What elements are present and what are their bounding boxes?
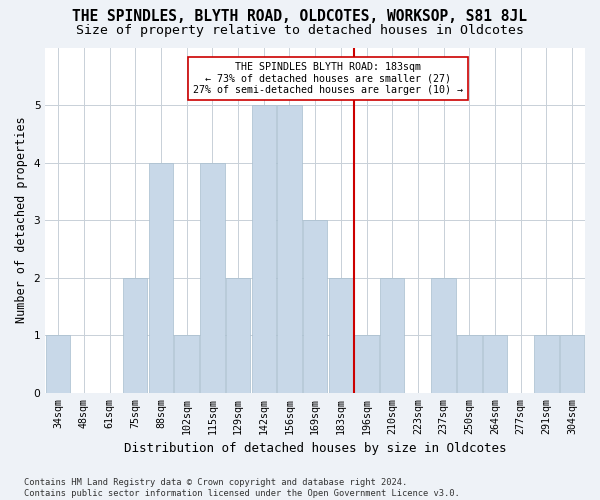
Bar: [303, 220, 328, 393]
Bar: [149, 162, 173, 393]
Bar: [175, 336, 199, 393]
Bar: [226, 278, 250, 393]
X-axis label: Distribution of detached houses by size in Oldcotes: Distribution of detached houses by size …: [124, 442, 506, 455]
Y-axis label: Number of detached properties: Number of detached properties: [15, 117, 28, 324]
Text: Contains HM Land Registry data © Crown copyright and database right 2024.
Contai: Contains HM Land Registry data © Crown c…: [24, 478, 460, 498]
Bar: [431, 278, 456, 393]
Bar: [46, 336, 70, 393]
Text: THE SPINDLES, BLYTH ROAD, OLDCOTES, WORKSOP, S81 8JL: THE SPINDLES, BLYTH ROAD, OLDCOTES, WORK…: [73, 9, 527, 24]
Bar: [457, 336, 482, 393]
Bar: [560, 336, 584, 393]
Bar: [277, 105, 302, 393]
Bar: [534, 336, 559, 393]
Text: Size of property relative to detached houses in Oldcotes: Size of property relative to detached ho…: [76, 24, 524, 37]
Bar: [251, 105, 276, 393]
Bar: [200, 162, 224, 393]
Bar: [380, 278, 404, 393]
Bar: [355, 336, 379, 393]
Bar: [483, 336, 507, 393]
Text: THE SPINDLES BLYTH ROAD: 183sqm
← 73% of detached houses are smaller (27)
27% of: THE SPINDLES BLYTH ROAD: 183sqm ← 73% of…: [193, 62, 463, 95]
Bar: [123, 278, 148, 393]
Bar: [329, 278, 353, 393]
